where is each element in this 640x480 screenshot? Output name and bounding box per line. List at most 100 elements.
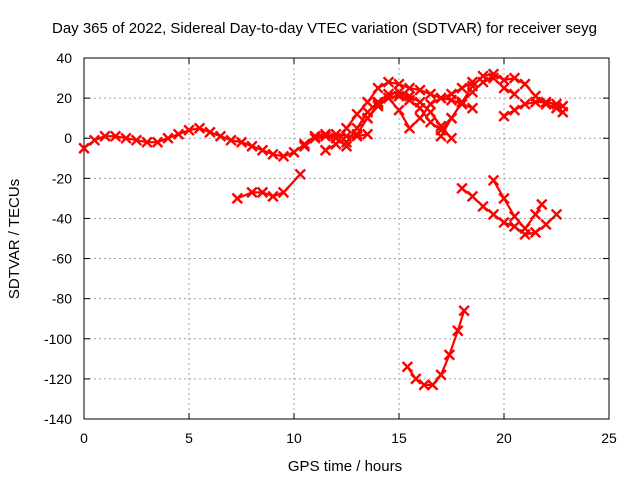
point-stroke-b — [498, 110, 510, 122]
data-point — [340, 136, 353, 148]
point-stroke-b — [393, 104, 405, 116]
point-stroke-b — [426, 379, 439, 391]
point-stroke-b — [445, 132, 458, 144]
data-point — [393, 90, 405, 102]
data-point — [550, 208, 563, 221]
point-stroke-b — [508, 104, 521, 116]
data-point — [109, 130, 122, 142]
data-point — [445, 112, 458, 124]
data-point — [443, 349, 456, 361]
data-point — [540, 218, 552, 231]
point-stroke-b — [418, 379, 430, 391]
chart-title: Day 365 of 2022, Sidereal Day-to-day VTE… — [52, 20, 597, 37]
point-stroke-b — [424, 98, 437, 110]
data-point — [351, 108, 363, 120]
data-point — [410, 373, 422, 385]
point-stroke-b — [204, 126, 216, 138]
data-point — [487, 174, 500, 187]
y-axis-title: SDTVAR / TECUs — [6, 179, 23, 299]
data-point — [445, 94, 458, 106]
point-stroke-b — [466, 80, 479, 92]
data-point — [298, 138, 311, 150]
data-point — [298, 140, 311, 152]
data-point — [529, 208, 542, 221]
point-stroke-b — [498, 216, 510, 229]
point-stroke-b — [529, 226, 542, 239]
data-point — [435, 130, 447, 142]
point-stroke-b — [466, 102, 479, 114]
series-arc-7 — [361, 92, 479, 134]
data-point — [519, 98, 531, 110]
data-point — [256, 186, 269, 199]
grid-layer — [84, 58, 609, 419]
data-point — [277, 186, 290, 199]
data-point — [458, 305, 470, 317]
data-point — [403, 122, 416, 134]
point-stroke-b — [445, 94, 458, 106]
data-point — [508, 210, 521, 223]
data-point — [288, 146, 300, 158]
data-point — [214, 130, 227, 142]
y-tick-label: 40 — [56, 50, 72, 66]
point-stroke-b — [288, 146, 300, 158]
point-stroke-b — [340, 136, 353, 148]
point-stroke-b — [487, 174, 500, 187]
point-stroke-b — [414, 102, 426, 114]
point-stroke-b — [267, 148, 279, 160]
point-stroke-b — [435, 130, 447, 142]
data-point — [540, 96, 552, 108]
data-point — [477, 200, 489, 213]
point-stroke-b — [529, 96, 542, 108]
data-point — [162, 132, 174, 144]
point-stroke-b — [424, 116, 437, 128]
series-arc-12 — [401, 305, 470, 391]
data-point — [452, 325, 464, 337]
point-stroke-b — [393, 78, 405, 90]
point-stroke-b — [361, 96, 374, 108]
point-stroke-b — [540, 96, 552, 108]
point-stroke-b — [477, 70, 489, 82]
series-arc-2 — [231, 168, 306, 205]
point-stroke-b — [519, 98, 531, 110]
point-stroke-b — [498, 192, 510, 205]
point-stroke-b — [372, 82, 384, 94]
point-stroke-b — [330, 138, 342, 150]
data-point — [78, 142, 90, 154]
data-point — [498, 216, 510, 229]
point-stroke-b — [540, 98, 552, 110]
data-point — [508, 72, 521, 84]
y-tick-label: -60 — [52, 251, 72, 267]
point-stroke-b — [519, 222, 531, 235]
point-stroke-b — [403, 82, 416, 94]
point-stroke-b — [109, 130, 122, 142]
data-point — [393, 104, 405, 116]
point-stroke-b — [256, 144, 269, 156]
point-stroke-b — [151, 136, 164, 148]
data-point — [382, 92, 395, 104]
data-point — [141, 136, 153, 148]
data-point — [466, 190, 479, 203]
data-point — [319, 144, 332, 156]
y-tick-label: -80 — [52, 291, 72, 307]
data-point — [498, 74, 510, 86]
point-stroke-b — [141, 136, 153, 148]
point-stroke-b — [298, 140, 311, 152]
axis-layer — [83, 57, 610, 420]
point-stroke-b — [267, 190, 279, 203]
series-arc-11 — [487, 174, 548, 235]
y-tick-label: -140 — [44, 411, 72, 427]
x-tick-label: 20 — [496, 430, 512, 446]
point-stroke-b — [456, 82, 468, 94]
data-point — [401, 361, 414, 373]
data-point — [487, 208, 500, 221]
x-tick-label: 25 — [601, 430, 617, 446]
point-stroke-b — [382, 92, 395, 104]
data-point — [536, 198, 548, 211]
y-tick-label: -20 — [52, 170, 72, 186]
data-point — [231, 192, 243, 205]
point-stroke-b — [458, 305, 470, 317]
data-point — [557, 100, 569, 112]
data-point — [246, 140, 258, 152]
data-point — [418, 379, 430, 391]
